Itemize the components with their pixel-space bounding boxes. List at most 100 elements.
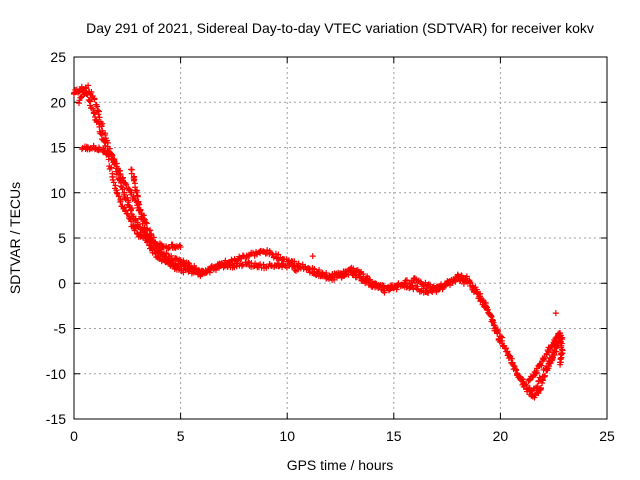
data-point xyxy=(542,372,549,379)
data-point xyxy=(119,184,126,191)
y-tick-label: 25 xyxy=(50,49,66,65)
data-point xyxy=(558,342,565,349)
data-point xyxy=(538,362,545,369)
data-point xyxy=(204,268,211,275)
data-point xyxy=(294,266,301,273)
data-point xyxy=(539,376,546,383)
data-point xyxy=(458,272,465,279)
x-tick-label: 0 xyxy=(70,428,78,444)
data-point xyxy=(488,312,495,319)
data-point xyxy=(316,267,323,274)
data-point xyxy=(440,283,447,290)
x-tick-label: 20 xyxy=(493,428,509,444)
data-point xyxy=(76,87,83,94)
x-axis-label: GPS time / hours xyxy=(287,457,394,473)
data-point xyxy=(454,271,461,278)
data-point xyxy=(186,260,193,267)
data-point xyxy=(152,249,159,256)
y-tick-label: 15 xyxy=(50,140,66,156)
data-point xyxy=(135,201,142,208)
data-point xyxy=(128,189,135,196)
data-point xyxy=(91,110,98,117)
data-point xyxy=(122,207,129,214)
data-point xyxy=(102,131,109,138)
data-point xyxy=(393,286,400,293)
y-tick-label: 5 xyxy=(58,230,66,246)
data-point xyxy=(117,197,124,204)
data-point xyxy=(123,181,130,188)
data-point xyxy=(94,103,101,110)
data-point xyxy=(541,373,548,380)
data-points xyxy=(70,82,566,401)
data-point xyxy=(350,268,357,275)
data-point xyxy=(306,266,313,273)
data-point xyxy=(489,317,496,324)
data-point xyxy=(513,366,520,373)
data-point xyxy=(145,235,152,242)
x-tick-label: 10 xyxy=(279,428,295,444)
data-point xyxy=(128,218,135,225)
data-point xyxy=(309,270,316,277)
data-point xyxy=(452,276,459,283)
y-tick-label: -5 xyxy=(54,321,67,337)
data-point xyxy=(134,193,141,200)
data-point xyxy=(98,123,105,130)
data-point xyxy=(552,335,559,342)
data-point xyxy=(134,230,141,237)
y-tick-label: -15 xyxy=(46,411,66,427)
x-tick-label: 15 xyxy=(386,428,402,444)
y-tick-label: 10 xyxy=(50,185,66,201)
data-point xyxy=(127,206,134,213)
data-point xyxy=(509,359,516,366)
data-point xyxy=(143,231,150,238)
y-tick-label: 20 xyxy=(50,94,66,110)
data-point xyxy=(557,361,564,368)
data-point xyxy=(95,111,102,118)
data-point xyxy=(110,179,117,186)
data-point xyxy=(467,279,474,286)
data-point xyxy=(343,271,350,278)
data-point xyxy=(309,253,316,260)
data-point xyxy=(483,303,490,310)
data-point xyxy=(99,120,106,127)
data-point xyxy=(77,94,84,101)
data-point xyxy=(89,105,96,112)
data-point xyxy=(139,220,146,227)
axis-ticks xyxy=(73,56,608,420)
data-point xyxy=(108,164,115,171)
data-point xyxy=(487,311,494,318)
data-point xyxy=(290,262,297,269)
chart-title: Day 291 of 2021, Sidereal Day-to-day VTE… xyxy=(86,20,594,36)
data-point xyxy=(147,239,154,246)
data-point xyxy=(128,170,135,177)
x-tick-label: 5 xyxy=(177,428,185,444)
data-point xyxy=(552,310,559,317)
data-point xyxy=(245,258,252,265)
grid xyxy=(74,57,607,419)
data-point xyxy=(186,264,193,271)
data-point xyxy=(512,365,519,372)
tick-labels: 0 5 10 15 20 25 -15 -10 -5 0 5 10 15 20 25 xyxy=(46,49,615,444)
data-point xyxy=(531,392,538,399)
data-point xyxy=(275,251,282,258)
data-point xyxy=(133,187,140,194)
data-point xyxy=(403,277,410,284)
y-tick-label: -10 xyxy=(46,366,66,382)
data-point xyxy=(537,384,544,391)
data-point xyxy=(94,107,101,114)
data-point xyxy=(88,88,95,95)
data-point xyxy=(494,330,501,337)
data-point xyxy=(491,322,498,329)
data-point xyxy=(514,371,521,378)
data-point xyxy=(360,271,367,278)
y-axis-label: SDTVAR / TECUs xyxy=(7,182,23,294)
data-point xyxy=(80,89,87,96)
data-point xyxy=(522,381,529,388)
data-point xyxy=(177,244,184,251)
data-point xyxy=(473,286,480,293)
data-point xyxy=(218,260,225,267)
data-point xyxy=(311,266,318,273)
data-point xyxy=(124,194,131,201)
x-tick-label: 25 xyxy=(599,428,615,444)
